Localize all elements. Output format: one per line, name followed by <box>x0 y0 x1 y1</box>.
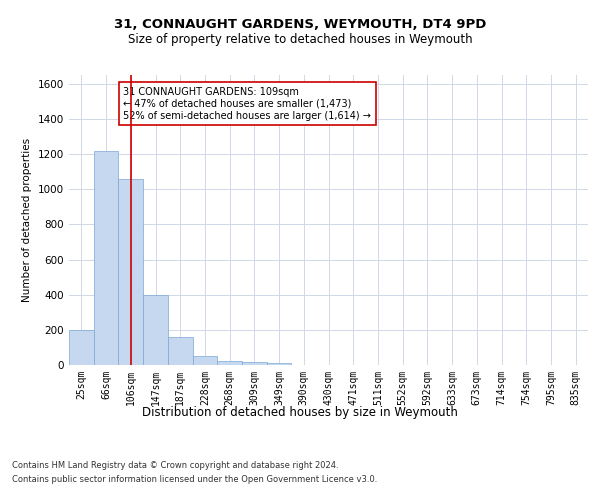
Bar <box>242 362 267 365</box>
Bar <box>193 356 217 365</box>
Text: 31 CONNAUGHT GARDENS: 109sqm
← 47% of detached houses are smaller (1,473)
52% of: 31 CONNAUGHT GARDENS: 109sqm ← 47% of de… <box>124 88 371 120</box>
Text: Size of property relative to detached houses in Weymouth: Size of property relative to detached ho… <box>128 32 472 46</box>
Bar <box>168 337 193 365</box>
Bar <box>69 330 94 365</box>
Text: 31, CONNAUGHT GARDENS, WEYMOUTH, DT4 9PD: 31, CONNAUGHT GARDENS, WEYMOUTH, DT4 9PD <box>114 18 486 30</box>
Text: Contains public sector information licensed under the Open Government Licence v3: Contains public sector information licen… <box>12 476 377 484</box>
Y-axis label: Number of detached properties: Number of detached properties <box>22 138 32 302</box>
Text: Contains HM Land Registry data © Crown copyright and database right 2024.: Contains HM Land Registry data © Crown c… <box>12 460 338 469</box>
Bar <box>118 178 143 365</box>
Bar <box>217 362 242 365</box>
Bar <box>94 150 118 365</box>
Bar <box>143 294 168 365</box>
Text: Distribution of detached houses by size in Weymouth: Distribution of detached houses by size … <box>142 406 458 419</box>
Bar <box>267 363 292 365</box>
